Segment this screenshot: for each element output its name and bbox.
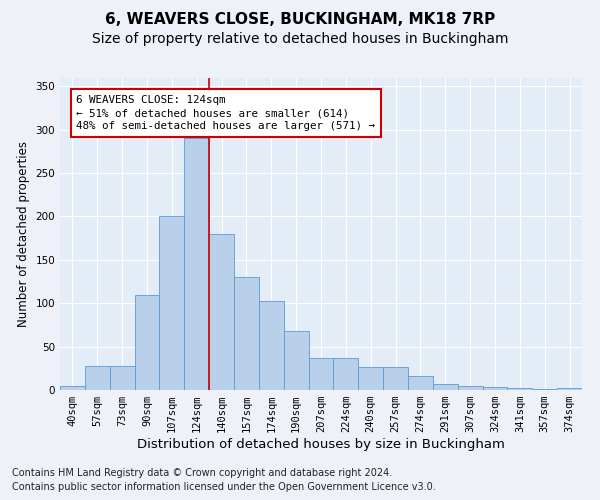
Bar [557, 388, 582, 390]
Bar [160, 216, 184, 390]
Text: 6, WEAVERS CLOSE, BUCKINGHAM, MK18 7RP: 6, WEAVERS CLOSE, BUCKINGHAM, MK18 7RP [105, 12, 495, 28]
Bar [508, 388, 532, 390]
Bar [458, 386, 482, 390]
X-axis label: Distribution of detached houses by size in Buckingham: Distribution of detached houses by size … [137, 438, 505, 451]
Bar [110, 366, 134, 390]
Bar [358, 368, 383, 390]
Bar [234, 277, 259, 390]
Text: 6 WEAVERS CLOSE: 124sqm
← 51% of detached houses are smaller (614)
48% of semi-d: 6 WEAVERS CLOSE: 124sqm ← 51% of detache… [76, 95, 375, 132]
Bar [284, 331, 308, 390]
Bar [433, 384, 458, 390]
Text: Contains public sector information licensed under the Open Government Licence v3: Contains public sector information licen… [12, 482, 436, 492]
Bar [134, 294, 160, 390]
Bar [259, 300, 284, 390]
Bar [408, 376, 433, 390]
Bar [209, 234, 234, 390]
Bar [334, 358, 358, 390]
Y-axis label: Number of detached properties: Number of detached properties [17, 141, 30, 327]
Bar [482, 388, 508, 390]
Bar [85, 366, 110, 390]
Bar [532, 389, 557, 390]
Bar [60, 386, 85, 390]
Text: Size of property relative to detached houses in Buckingham: Size of property relative to detached ho… [92, 32, 508, 46]
Bar [184, 138, 209, 390]
Bar [308, 358, 334, 390]
Bar [383, 368, 408, 390]
Text: Contains HM Land Registry data © Crown copyright and database right 2024.: Contains HM Land Registry data © Crown c… [12, 468, 392, 477]
